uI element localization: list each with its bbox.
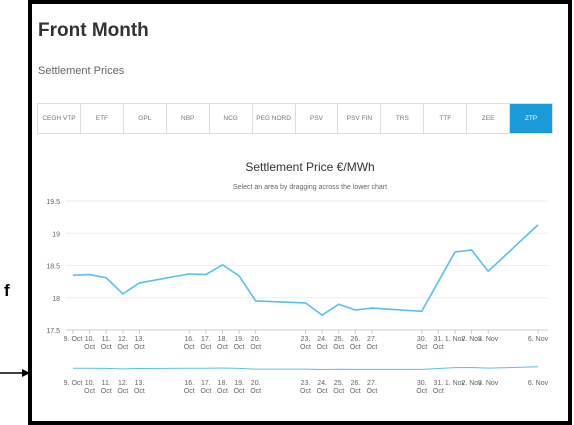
navigator-tick-label: 20. Oct — [250, 380, 262, 395]
navigator-tick-label: 1. Nov — [444, 380, 466, 387]
navigator-tick-label: 12. Oct — [117, 380, 129, 395]
x-tick-label: 2. Nov — [461, 336, 482, 343]
tab[interactable]: PSV — [296, 104, 339, 133]
navigator-tick-label: 16. Oct — [183, 380, 195, 395]
tab[interactable]: ZEE — [467, 104, 511, 133]
x-tick-label: 3. Nov — [478, 336, 499, 343]
x-tick-label: 9. Oct — [63, 336, 83, 343]
tab[interactable]: TTF — [424, 104, 468, 133]
x-tick-label: 6. Nov — [527, 336, 549, 343]
navigator-line — [72, 366, 539, 371]
navigator-tick-label: 10. Oct — [84, 380, 96, 395]
x-tick-label: 13. Oct — [133, 336, 145, 351]
tab[interactable]: PSV FIN — [338, 104, 382, 133]
navigator-tick-label: 11. Oct — [100, 380, 112, 395]
panel — [28, 0, 572, 425]
x-tick-label: 27. Oct — [366, 336, 378, 351]
tab[interactable]: ETF — [81, 104, 124, 133]
x-tick-label: 20. Oct — [250, 336, 262, 351]
tab[interactable]: CEGH VTP — [38, 104, 81, 133]
x-tick-label: 30. Oct — [416, 336, 428, 351]
tab[interactable]: PEG NORD — [253, 104, 296, 133]
line — [72, 224, 539, 317]
tab[interactable]: NBP — [167, 104, 210, 133]
navigator-tick-label: 2. Nov — [461, 380, 482, 387]
tab[interactable]: GPL — [124, 104, 167, 133]
navigator-tick-label: 13. Oct — [133, 380, 145, 395]
navigator-tick-label: 6. Nov — [527, 380, 549, 387]
tab-bar: CEGH VTP ETF GPL NBP NCG PEG NORD PSV PSV FIN TR… — [37, 103, 553, 134]
navigator-tick-label: 26. Oct — [349, 380, 361, 395]
navigator-tick-label: 31. Oct — [432, 380, 444, 395]
navigator-tick-label: 25. Oct — [333, 380, 345, 395]
chart-subtitle: Select an area by dragging across the lo… — [233, 184, 387, 191]
navigator-tick-label: 18. Oct — [217, 380, 228, 395]
navigator-tick-label: 17. Oct — [200, 380, 212, 395]
x-tick-label: 10. Oct — [84, 336, 96, 351]
x-tick-label: 24. Oct — [316, 336, 328, 351]
x-tick-label: 16. Oct — [183, 336, 195, 351]
x-tick-label: 12. Oct — [117, 336, 129, 351]
page-title: Front Month — [38, 20, 149, 41]
x-tick-label: 19. Oct — [233, 336, 245, 351]
y-tick-label: 19.5 — [46, 199, 60, 206]
tab[interactable]: TRS — [381, 104, 425, 133]
page-subtitle: Settlement Prices — [38, 65, 125, 77]
chart-title: Settlement Price €/MWh — [245, 160, 374, 174]
arrow-head — [22, 369, 30, 377]
navigator-tick-label: 9. Oct — [63, 380, 83, 387]
tab[interactable]: NCG — [210, 104, 253, 133]
x-tick-label: 25. Oct — [333, 336, 345, 351]
y-tick-label: 18 — [52, 296, 60, 303]
y-tick-label: 19 — [52, 231, 60, 238]
navigator-tick-label: 27. Oct — [366, 380, 378, 395]
tab[interactable]: ZTP — [510, 104, 553, 133]
margin-text: f — [4, 281, 10, 300]
y-tick-label: 17.5 — [46, 328, 60, 335]
x-tick-label: 11. Oct — [100, 336, 112, 351]
x-tick-label: 1. Nov — [444, 336, 466, 343]
x-tick-label: 23. Oct — [300, 336, 311, 351]
navigator-tick-label: 24. Oct — [316, 380, 328, 395]
x-tick-label: 26. Oct — [349, 336, 361, 351]
navigator-tick-label: 19. Oct — [233, 380, 245, 395]
x-tick-label: 31. Oct — [432, 336, 444, 351]
navigator-tick-label: 23. Oct — [300, 380, 311, 395]
x-tick-label: 18. Oct — [217, 336, 228, 351]
x-tick-label: 17. Oct — [200, 336, 212, 351]
navigator-tick-label: 30. Oct — [416, 380, 428, 395]
y-tick-label: 18.5 — [46, 264, 60, 271]
navigator-tick-label: 3. Nov — [478, 380, 499, 387]
